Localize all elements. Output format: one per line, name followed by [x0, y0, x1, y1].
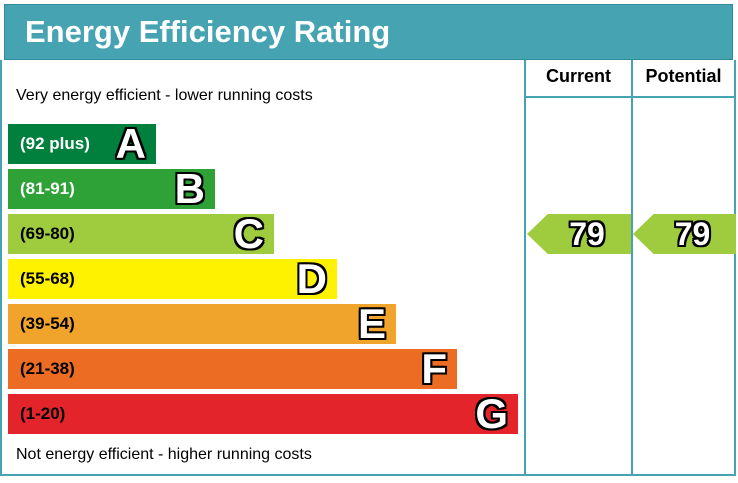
band-bar-d: (55-68) D	[8, 255, 337, 302]
band-bar-b: (81-91) B	[8, 165, 215, 212]
column-divider-potential	[631, 60, 633, 474]
band-letter: E	[357, 300, 386, 347]
band-range: (92 plus)	[20, 134, 90, 153]
band-letter: C	[233, 210, 264, 257]
band-range: (21-38)	[20, 359, 75, 378]
chart-border-right	[734, 60, 736, 476]
current-rating-arrow: 79	[527, 214, 631, 254]
column-header-potential: Potential	[645, 66, 722, 86]
chart-border-bottom	[0, 474, 736, 476]
band-range: (1-20)	[20, 404, 66, 423]
band-letter: A	[115, 120, 146, 167]
band-range: (39-54)	[20, 314, 75, 333]
band-range: (69-80)	[20, 224, 75, 243]
band-bar-g: (1-20) G	[8, 390, 518, 437]
band-range: (81-91)	[20, 179, 75, 198]
band-letter: F	[421, 345, 447, 392]
band-bar-c: (69-80) C	[8, 210, 274, 257]
column-header-current: Current	[545, 66, 611, 86]
note-very-efficient: Very energy efficient - lower running co…	[16, 87, 313, 104]
band-letter: D	[296, 255, 327, 302]
band-letter: G	[475, 390, 508, 437]
chart-border-left	[0, 60, 2, 476]
band-bar-e: (39-54) E	[8, 300, 396, 347]
current-rating-value: 79	[569, 216, 605, 252]
potential-rating-arrow: 79	[633, 214, 736, 254]
column-divider-current	[524, 60, 526, 474]
band-bar-a: (92 plus) A	[8, 120, 156, 167]
potential-rating-value: 79	[674, 216, 711, 252]
band-range: (55-68)	[20, 269, 75, 288]
note-not-efficient: Not energy efficient - higher running co…	[16, 446, 312, 463]
page-title: Energy Efficiency Rating	[25, 14, 391, 49]
band-letter: B	[174, 165, 205, 212]
band-bar-f: (21-38) F	[8, 345, 457, 392]
column-header-separator	[524, 96, 736, 98]
title-bar: Energy Efficiency Rating	[4, 4, 733, 60]
